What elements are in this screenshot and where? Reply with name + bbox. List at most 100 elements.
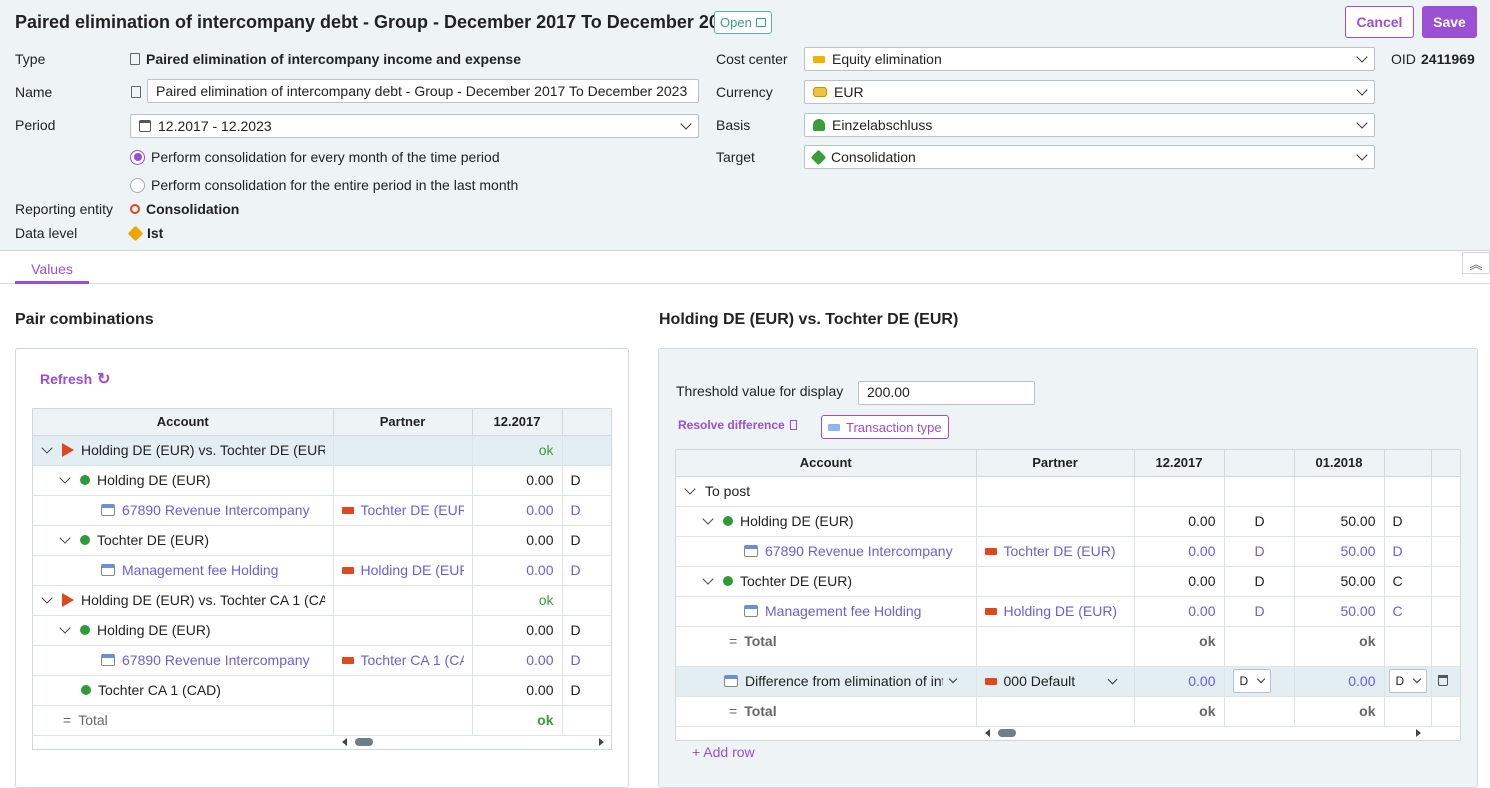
chevron-down-icon[interactable] [948, 674, 958, 684]
trash-icon[interactable] [1437, 675, 1448, 686]
row-account[interactable]: 67890 Revenue Intercompany [122, 652, 310, 668]
radio-selected[interactable] [130, 149, 145, 165]
status-badge: Open [714, 11, 772, 34]
row-dc[interactable]: D [562, 555, 611, 586]
target-label: Target [716, 149, 755, 165]
table-row[interactable]: Management fee Holding Holding DE (EUR) … [676, 596, 1460, 627]
scroll-thumb[interactable] [355, 738, 373, 746]
cancel-button[interactable]: Cancel [1345, 6, 1414, 38]
tab-values[interactable]: Values [15, 258, 89, 284]
basis-select[interactable]: Einzelabschluss [804, 113, 1375, 137]
row-account[interactable]: 67890 Revenue Intercompany [122, 502, 310, 518]
row-partner[interactable]: Tochter DE (EUR) [1003, 543, 1116, 559]
row-action [1431, 476, 1460, 507]
row-account[interactable]: Management fee Holding [122, 562, 279, 578]
horizontal-scrollbar[interactable] [985, 726, 1421, 740]
table-row[interactable]: Holding DE (EUR) vs. Tochter DE (EUR) ok [33, 435, 611, 466]
chevron-down-icon[interactable] [1107, 674, 1117, 684]
collapse-button[interactable]: ︽ [1462, 252, 1490, 274]
row-partner[interactable]: Holding DE (EUR) [1003, 603, 1118, 619]
col-partner[interactable]: Partner [976, 450, 1135, 477]
row-value[interactable]: 0.00 [472, 495, 563, 526]
row-value-2[interactable]: 50.00 [1294, 536, 1385, 567]
row-account[interactable]: 67890 Revenue Intercompany [765, 543, 953, 559]
transaction-type-button[interactable]: Transaction type [821, 415, 949, 439]
row-dc-2[interactable]: D [1384, 536, 1432, 567]
table-row[interactable]: Holding DE (EUR) 0.00 D 50.00 D [676, 506, 1460, 537]
table-row[interactable]: Holding DE (EUR) vs. Tochter CA 1 (CAD) … [33, 585, 611, 616]
col-period[interactable]: 12.2017 [472, 409, 563, 436]
radio-every-month[interactable]: Perform consolidation for every month of… [130, 149, 500, 165]
table-row[interactable]: 67890 Revenue Intercompany Tochter DE (E… [676, 536, 1460, 567]
row-value-1[interactable]: 0.00 [1134, 536, 1225, 567]
radio-entire-period[interactable]: Perform consolidation for the entire per… [130, 177, 518, 193]
row-value[interactable]: 0.00 [472, 555, 563, 586]
scroll-left-icon[interactable] [342, 738, 347, 746]
col-period-2[interactable]: 01.2018 [1294, 450, 1385, 477]
scroll-right-icon[interactable] [599, 738, 604, 746]
row-partner[interactable]: Holding DE (EUR) [360, 562, 464, 578]
table-row[interactable]: Tochter DE (EUR) 0.00 D [33, 525, 611, 556]
radio-unselected[interactable] [130, 177, 145, 193]
table-row[interactable]: Holding DE (EUR) 0.00 D [33, 465, 611, 496]
horizontal-scrollbar[interactable] [342, 735, 604, 749]
chevron-down-icon[interactable] [702, 573, 714, 585]
add-row-button[interactable]: + Add row [692, 744, 755, 760]
row-dc[interactable]: D [562, 495, 611, 526]
chevron-down-icon[interactable] [702, 513, 714, 525]
table-row[interactable]: To post [676, 476, 1460, 507]
table-row[interactable]: Tochter DE (EUR) 0.00 D 50.00 C [676, 566, 1460, 597]
row-account: Holding DE (EUR) vs. Tochter DE (EUR) [81, 442, 325, 458]
table-row[interactable]: Tochter CA 1 (CAD) 0.00 D [33, 675, 611, 706]
row-partner[interactable]: 000 Default [1003, 673, 1076, 689]
table-row[interactable]: Holding DE (EUR) 0.00 D [33, 615, 611, 646]
row-account[interactable]: Difference from elimination of intercomp… [745, 673, 943, 689]
row-dc: D [562, 615, 611, 646]
period-select[interactable]: 12.2017 - 12.2023 [130, 114, 699, 138]
row-dc-2[interactable]: C [1384, 596, 1432, 627]
row-partner [333, 675, 473, 706]
row-value-1[interactable]: 0.00 [1134, 666, 1225, 697]
row-partner[interactable]: Tochter CA 1 (CAD) [360, 652, 464, 668]
row-dc[interactable]: D [562, 645, 611, 676]
row-partner[interactable]: Tochter DE (EUR) [360, 502, 464, 518]
col-dc [562, 409, 611, 436]
col-partner[interactable]: Partner [333, 409, 473, 436]
scroll-thumb[interactable] [998, 729, 1016, 737]
refresh-button[interactable]: Refresh ↻ [40, 369, 111, 389]
chevron-down-icon[interactable] [41, 442, 53, 454]
chevron-down-icon[interactable] [684, 483, 696, 495]
name-field[interactable]: Paired elimination of intercompany debt … [147, 79, 699, 103]
cost-center-select[interactable]: Equity elimination [804, 47, 1375, 71]
threshold-input[interactable]: 200.00 [858, 381, 1035, 405]
row-account: Tochter DE (EUR) [740, 573, 853, 589]
chevron-down-icon[interactable] [59, 622, 71, 634]
dc-select[interactable]: D [1232, 669, 1272, 693]
currency-select[interactable]: EUR [804, 80, 1375, 104]
chevron-down-icon[interactable] [59, 472, 71, 484]
chevron-down-icon[interactable] [59, 532, 71, 544]
type-label: Type [15, 51, 46, 67]
col-period-1[interactable]: 12.2017 [1134, 450, 1225, 477]
table-row[interactable]: Management fee Holding Holding DE (EUR) … [33, 555, 611, 586]
transaction-type-label: Transaction type [846, 419, 942, 435]
col-account[interactable]: Account [33, 409, 334, 436]
row-value-1[interactable]: 0.00 [1134, 596, 1225, 627]
row-value-2[interactable]: 50.00 [1294, 596, 1385, 627]
row-value-2[interactable]: 0.00 [1294, 666, 1385, 697]
table-row[interactable]: 67890 Revenue Intercompany Tochter DE (E… [33, 495, 611, 526]
scroll-right-icon[interactable] [1416, 729, 1421, 737]
table-row[interactable]: 67890 Revenue Intercompany Tochter CA 1 … [33, 645, 611, 676]
row-dc-1[interactable]: D [1224, 596, 1295, 627]
col-account[interactable]: Account [676, 450, 977, 477]
save-button[interactable]: Save [1422, 6, 1477, 38]
table-row[interactable]: Difference from elimination of intercomp… [676, 666, 1460, 697]
dc-select[interactable]: D [1388, 669, 1428, 693]
row-dc-1[interactable]: D [1224, 536, 1295, 567]
target-select[interactable]: Consolidation [804, 145, 1375, 169]
resolve-difference-button[interactable]: Resolve difference [678, 418, 797, 432]
row-value[interactable]: 0.00 [472, 645, 563, 676]
row-account[interactable]: Management fee Holding [765, 603, 922, 619]
scroll-left-icon[interactable] [985, 729, 990, 737]
chevron-down-icon[interactable] [41, 592, 53, 604]
